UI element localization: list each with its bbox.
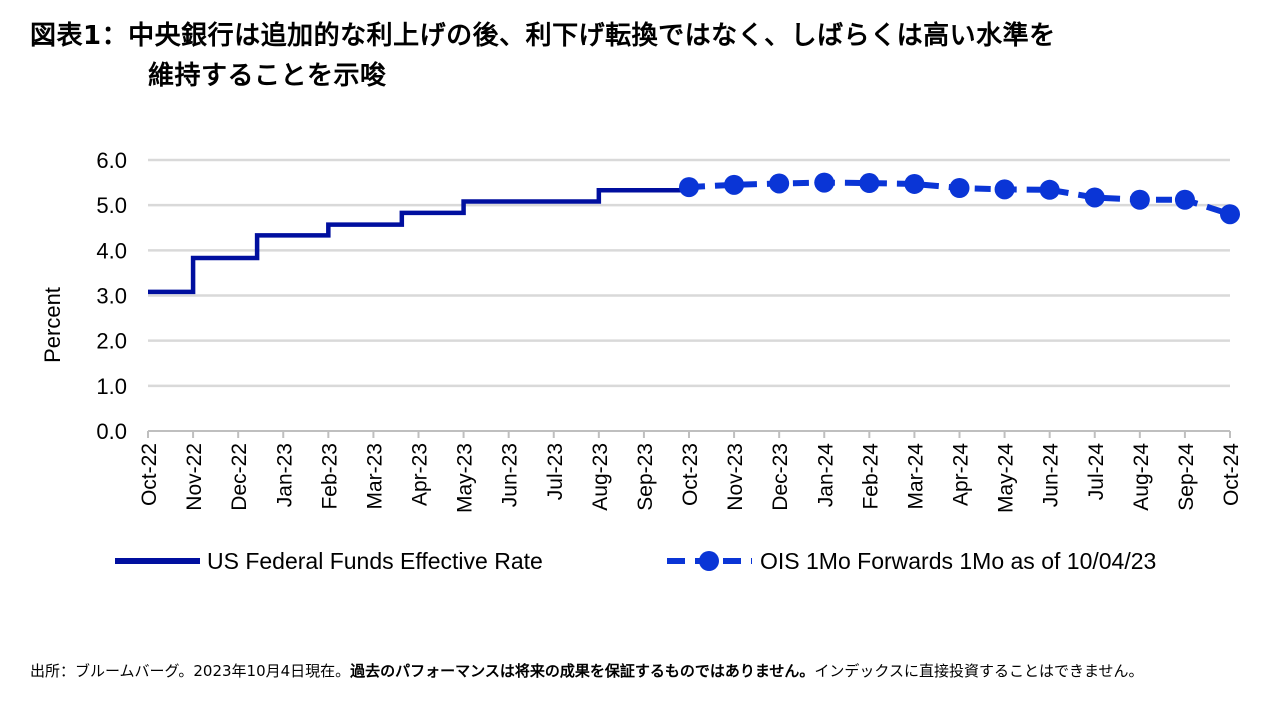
chart-title: 図表1：中央銀行は追加的な利上げの後、利下げ転換ではなく、しばらくは高い水準を …	[30, 16, 1260, 96]
x-tick-label: May-24	[995, 443, 1018, 513]
chart-title-line-1: 図表1：中央銀行は追加的な利上げの後、利下げ転換ではなく、しばらくは高い水準を	[30, 21, 1056, 51]
y-tick-label: 6.0	[96, 148, 127, 173]
legend-label-ois: OIS 1Mo Forwards 1Mo as of 10/04/23	[760, 548, 1156, 574]
x-tick-label: Feb-24	[859, 443, 882, 510]
x-tick-label: Feb-23	[318, 443, 341, 510]
x-axis-ticks: Oct-22 Nov-22 Dec-22 Jan-23 Feb-23 Mar-23 Apr-…	[138, 431, 1243, 513]
y-tick-label: 2.0	[96, 329, 127, 354]
ois-data-point	[859, 173, 880, 194]
ois-data-point	[769, 173, 790, 194]
x-tick-label: Mar-23	[363, 443, 386, 510]
x-tick-label: Sep-23	[634, 443, 657, 511]
x-tick-label: Oct-22	[138, 443, 161, 506]
ois-data-point	[1129, 189, 1150, 210]
ois-data-point	[1220, 204, 1240, 225]
ois-data-point	[1039, 179, 1060, 200]
ois-data-point	[904, 173, 925, 194]
x-tick-label: Sep-24	[1175, 443, 1198, 511]
ois-data-point	[994, 179, 1015, 200]
ois-data-point	[814, 172, 835, 193]
x-tick-label: Jul-24	[1085, 443, 1108, 501]
footer-index-note: インデックスに直接投資することはできません。	[814, 662, 1144, 680]
legend-marker-ois	[699, 551, 719, 571]
x-tick-label: Apr-23	[409, 443, 432, 506]
y-tick-label: 3.0	[96, 284, 127, 309]
gridlines	[148, 158, 1230, 388]
x-tick-label: Mar-24	[904, 443, 927, 510]
x-tick-label: Nov-23	[724, 443, 747, 511]
ois-data-point	[949, 178, 970, 199]
x-tick-label: Jan-24	[814, 443, 837, 508]
footer-disclaimer: 過去のパフォーマンスは将来の成果を保証するものではありません。	[350, 662, 815, 680]
y-tick-label: 5.0	[96, 193, 127, 218]
series-lines	[148, 179, 1231, 295]
y-tick-label: 4.0	[96, 238, 127, 263]
ois-data-point	[724, 174, 745, 195]
legend: US Federal Funds Effective Rate OIS 1Mo …	[115, 548, 1156, 574]
x-tick-label: Aug-23	[589, 443, 612, 511]
chart-title-line-2: 維持することを示唆	[148, 61, 387, 91]
x-tick-label: Oct-23	[679, 443, 702, 506]
x-tick-label: Dec-22	[228, 443, 251, 511]
x-tick-label: Jul-23	[544, 443, 567, 500]
x-tick-label: Jun-23	[499, 443, 522, 507]
x-tick-label: Nov-22	[183, 443, 206, 511]
series-markers	[679, 172, 1240, 225]
footer-note: 出所：ブルームバーグ。2023年10月4日現在。過去のパフォーマンスは将来の成果…	[30, 660, 1230, 682]
x-tick-label: Dec-23	[769, 443, 792, 511]
ois-data-point	[1174, 189, 1195, 210]
chart-area: 0.0 1.0 2.0 3.0 4.0 5.0 6.0 Oct-22 Nov-22 Dec-22…	[40, 148, 1243, 574]
legend-label-fed-funds: US Federal Funds Effective Rate	[207, 548, 543, 574]
x-tick-label: Aug-24	[1130, 443, 1153, 511]
x-tick-label: Apr-24	[950, 443, 973, 506]
footer-source: 出所：ブルームバーグ。2023年10月4日現在。	[30, 662, 351, 680]
x-tick-label: Jan-23	[273, 443, 296, 507]
ois-data-point	[1084, 187, 1105, 208]
y-axis-ticks: 0.0 1.0 2.0 3.0 4.0 5.0 6.0	[96, 148, 127, 444]
x-tick-label: Oct-24	[1220, 443, 1243, 506]
y-tick-label: 0.0	[96, 419, 127, 444]
y-axis-label: Percent	[40, 287, 65, 363]
x-tick-label: Jun-24	[1040, 443, 1063, 508]
series-line-fed-funds	[148, 188, 689, 295]
ois-data-point	[679, 177, 699, 198]
y-tick-label: 1.0	[96, 374, 127, 399]
x-tick-label: May-23	[454, 443, 477, 513]
